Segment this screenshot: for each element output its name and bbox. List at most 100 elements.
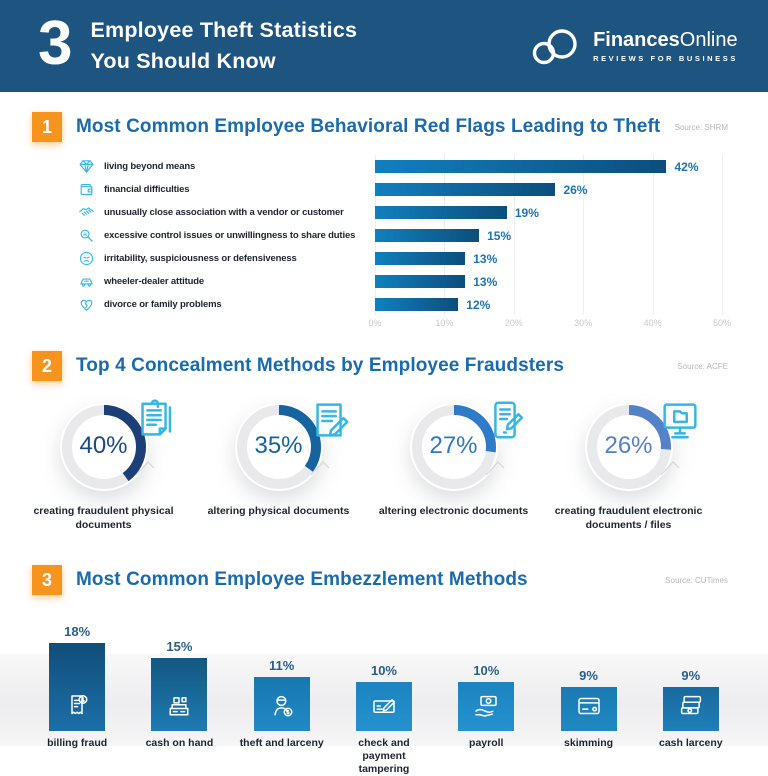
- wallet-icon: [80, 183, 93, 196]
- embezzlement-caption: theft and larceny: [239, 737, 324, 749]
- cash-register-icon: [164, 691, 194, 726]
- red-flag-row: living beyond means 42%: [0, 155, 768, 178]
- red-flag-label: unusually close association with a vendo…: [104, 207, 344, 218]
- header: 3 Employee Theft Statistics You Should K…: [0, 0, 768, 92]
- embezzlement-caption: cash on hand: [145, 737, 214, 749]
- thief-icon: [267, 691, 297, 726]
- red-flag-value: 13%: [473, 274, 498, 289]
- red-flag-value: 26%: [563, 182, 588, 197]
- embezzlement-column: 9%: [537, 668, 639, 731]
- embezzlement-value: 18%: [64, 623, 91, 639]
- tablet-pencil-icon: [493, 401, 523, 439]
- wallet-icon-cell: [78, 181, 104, 198]
- red-flag-label: wheeler-dealer attitude: [104, 276, 205, 287]
- brand-text: FinancesOnline REVIEWS FOR BUSINESS: [593, 30, 738, 63]
- embezzlement-bar: [355, 682, 412, 731]
- red-flag-bar: [375, 160, 667, 173]
- section-2-number-badge: 2: [32, 351, 62, 381]
- donut-value: 35%: [254, 432, 303, 459]
- axis-tick-label: 20%: [504, 318, 523, 328]
- page-title-line2: You Should Know: [90, 49, 276, 73]
- embezzlement-column: 9%: [640, 668, 742, 731]
- axis-tick-label: 10%: [435, 318, 454, 328]
- donut-chart: [409, 403, 498, 491]
- axis-tick-label: 40%: [643, 318, 662, 328]
- computer-folder-icon: [662, 403, 697, 439]
- gridline: [652, 155, 654, 315]
- embezzlement-value: 9%: [579, 667, 598, 683]
- embezzlement-bar: [560, 686, 617, 731]
- brand-name-bold: Finances: [593, 28, 680, 51]
- donut-value: 27%: [429, 432, 478, 459]
- embezzlement-caption: payroll: [469, 737, 504, 749]
- thief-icon: [274, 695, 293, 717]
- red-flag-bar-cell: 15%: [375, 229, 768, 243]
- car-deal-icon: [80, 278, 93, 287]
- embezzlement-column: 10%: [333, 663, 435, 731]
- red-flag-label: divorce or family problems: [104, 299, 222, 310]
- donut-chart: [59, 403, 148, 491]
- donut-connector-line: [134, 453, 160, 482]
- diamond-icon: [79, 160, 94, 173]
- handshake-icon-cell: [78, 204, 104, 221]
- handshake-icon: [79, 207, 94, 216]
- page-title-line1: Employee Theft Statistics: [90, 18, 358, 43]
- cloud-logo-icon: [532, 29, 577, 65]
- embezzlement-value: 10%: [370, 663, 397, 678]
- embezzlement-value: 11%: [269, 658, 295, 674]
- red-flag-bar: [375, 206, 507, 219]
- embezzlement-column: 11%: [231, 658, 333, 731]
- section-1-number-badge: 1: [32, 112, 62, 142]
- section-1-source: Source: SHRM: [674, 122, 728, 132]
- embezzlement-bars-row: 18% 15% 11% 10% 10% 9% 9%: [26, 599, 742, 731]
- brand-tagline: REVIEWS FOR BUSINESS: [593, 53, 738, 63]
- red-flag-bar: [375, 298, 459, 311]
- embezzlement-caption: check and payment tampering: [358, 737, 410, 776]
- paper-documents-icon: [140, 399, 171, 436]
- header-big-number: 3: [38, 9, 73, 78]
- red-flag-label: living beyond means: [104, 161, 196, 172]
- embezzlement-captions-row: billing fraud cash on hand theft and larce…: [26, 737, 742, 776]
- angry-face-icon-cell: [78, 250, 104, 267]
- red-flag-value: 19%: [514, 205, 539, 220]
- check-tampering-icon: [373, 699, 396, 713]
- embezzlement-value: 15%: [166, 638, 193, 654]
- brand-logo: FinancesOnline REVIEWS FOR BUSINESS: [530, 27, 738, 65]
- section-1-title: Most Common Employee Behavioral Red Flag…: [76, 116, 661, 137]
- section-1-header: 1 Most Common Employee Behavioral Red Fl…: [32, 112, 728, 142]
- embezzlement-bar: [458, 682, 515, 731]
- section-2-title: Top 4 Concealment Methods by Employee Fr…: [76, 355, 564, 376]
- red-flag-row: unusually close association with a vendo…: [0, 201, 768, 224]
- red-flag-bar-cell: 13%: [375, 252, 768, 266]
- wallet-card-icon: [577, 697, 600, 715]
- cash-register-icon: [169, 697, 189, 716]
- brand-name-light: Online: [679, 28, 738, 51]
- embezzlement-column: 18%: [26, 624, 128, 731]
- red-flag-label: excessive control issues or unwillingnes…: [104, 230, 356, 241]
- concealment-method-column: 35% altering physical documents: [191, 397, 366, 547]
- payroll-hand-icon: [471, 691, 501, 726]
- axis-tick-label: 0%: [368, 318, 382, 328]
- embezzlement-value: 10%: [473, 663, 500, 678]
- embezzlement-column: 10%: [435, 663, 537, 731]
- concealment-method-column: 26% creating fraudulent electronic docume…: [541, 397, 716, 547]
- broken-heart-icon-cell: [78, 296, 104, 313]
- donut-connector-line: [484, 453, 510, 482]
- red-flag-bar-cell: 42%: [375, 160, 768, 174]
- red-flag-value: 13%: [473, 251, 498, 266]
- embezzlement-bar-chart: 18% 15% 11% 10% 10% 9% 9% billing fraud cash on …: [0, 599, 768, 776]
- receipt-coin-icon: [71, 695, 88, 715]
- document-pencil-icon: [315, 403, 348, 437]
- concealment-method-column: 40% creating fraudulent physical document…: [16, 397, 191, 547]
- magnifier-icon: [80, 229, 93, 242]
- angry-face-icon: [79, 251, 94, 266]
- donut-chart: [584, 403, 673, 491]
- red-flag-bar-cell: 26%: [375, 183, 768, 197]
- red-flag-row: excessive control issues or unwillingnes…: [0, 224, 768, 247]
- gridline: [583, 155, 585, 315]
- embezzlement-caption: billing fraud: [47, 737, 108, 749]
- section-3-number-badge: 3: [32, 565, 62, 595]
- section-2-source: Source: ACFE: [677, 361, 728, 371]
- embezzlement-caption: skimming: [564, 737, 614, 749]
- donut-caption: altering physical documents: [207, 505, 350, 517]
